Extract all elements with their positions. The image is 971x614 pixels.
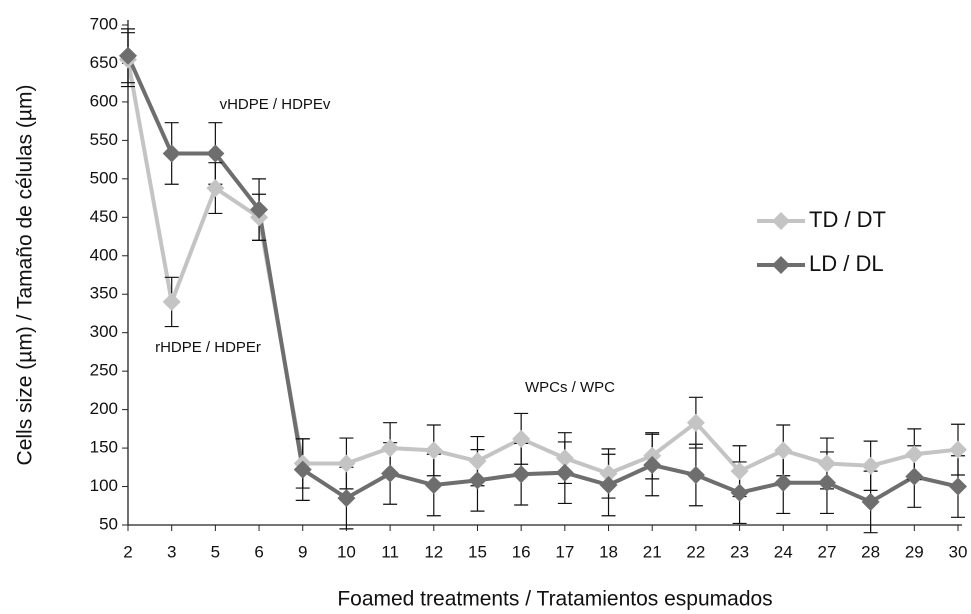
annotation: vHDPE / HDPEv <box>220 96 331 113</box>
marker <box>817 454 836 473</box>
annotation: rHDPE / HDPEr <box>155 339 261 356</box>
marker <box>293 460 312 479</box>
x-tick-label: 18 <box>599 542 618 561</box>
marker <box>643 456 662 474</box>
x-tick-label: 28 <box>861 542 880 561</box>
marker <box>555 463 574 482</box>
x-tick-label: 24 <box>774 542 793 561</box>
x-tick-label: 10 <box>337 542 356 561</box>
y-tick-label: 100 <box>90 476 118 495</box>
marker <box>686 413 705 432</box>
marker <box>250 200 269 219</box>
legend-marker <box>772 212 790 230</box>
x-tick-label: 29 <box>905 542 924 561</box>
x-tick-label: 15 <box>468 542 487 561</box>
x-tick-label: 2 <box>123 542 132 561</box>
marker <box>730 462 749 481</box>
x-tick-label: 3 <box>167 542 176 561</box>
x-tick-label: 22 <box>686 542 705 561</box>
marker <box>468 471 487 490</box>
marker <box>599 464 618 483</box>
x-tick-label: 16 <box>512 542 531 561</box>
marker <box>643 446 662 465</box>
y-tick-label: 550 <box>90 130 118 149</box>
y-tick-label: 50 <box>99 514 118 533</box>
x-tick-label: 27 <box>817 542 836 561</box>
marker <box>730 483 749 502</box>
x-tick-label: 9 <box>298 542 307 561</box>
marker <box>162 144 181 163</box>
x-tick-label: 12 <box>424 542 443 561</box>
x-tick-label: 5 <box>211 542 220 561</box>
marker <box>905 445 924 464</box>
y-tick-label: 450 <box>90 207 118 226</box>
marker <box>337 489 356 508</box>
y-tick-label: 200 <box>90 399 118 418</box>
annotation: WPCs / WPC <box>525 379 615 396</box>
marker <box>512 465 531 484</box>
marker <box>949 440 967 459</box>
marker <box>774 473 793 492</box>
y-tick-label: 300 <box>90 322 118 341</box>
x-axis-label: Foamed treatments / Tratamientos espumad… <box>337 588 772 611</box>
legend-label: TD / DT <box>809 207 886 232</box>
marker <box>905 467 924 486</box>
y-tick-label: 500 <box>90 168 118 187</box>
x-tick-label: 30 <box>949 542 968 561</box>
y-axis-label: Cells size (µm) / Tamaño de células (µm) <box>14 85 37 466</box>
y-tick-label: 650 <box>90 53 118 72</box>
x-tick-label: 23 <box>730 542 749 561</box>
y-tick-label: 150 <box>90 438 118 457</box>
series-line <box>126 54 959 505</box>
y-tick-label: 600 <box>90 91 118 110</box>
marker <box>381 439 400 458</box>
x-tick-label: 11 <box>381 542 399 561</box>
marker <box>949 477 967 496</box>
legend-marker <box>772 256 790 274</box>
x-tick-label: 21 <box>643 542 662 561</box>
x-tick-label: 17 <box>555 542 574 561</box>
marker <box>686 466 705 484</box>
marker <box>512 429 531 448</box>
marker <box>774 441 793 460</box>
marker <box>381 464 400 483</box>
marker <box>206 144 225 163</box>
marker <box>424 476 443 494</box>
marker <box>861 456 880 475</box>
y-tick-label: 350 <box>90 284 118 303</box>
y-tick-label: 400 <box>90 245 118 264</box>
marker <box>337 454 356 473</box>
x-tick-label: 6 <box>254 542 263 561</box>
marker <box>817 473 836 492</box>
marker <box>468 452 487 471</box>
marker <box>424 441 443 460</box>
marker <box>861 492 880 511</box>
marker <box>555 449 574 468</box>
marker <box>599 476 618 494</box>
y-tick-label: 250 <box>90 361 118 380</box>
marker <box>162 292 181 311</box>
y-tick-label: 700 <box>90 14 118 33</box>
marker <box>119 46 137 65</box>
marker <box>206 179 225 198</box>
legend-label: LD / DL <box>809 251 884 276</box>
